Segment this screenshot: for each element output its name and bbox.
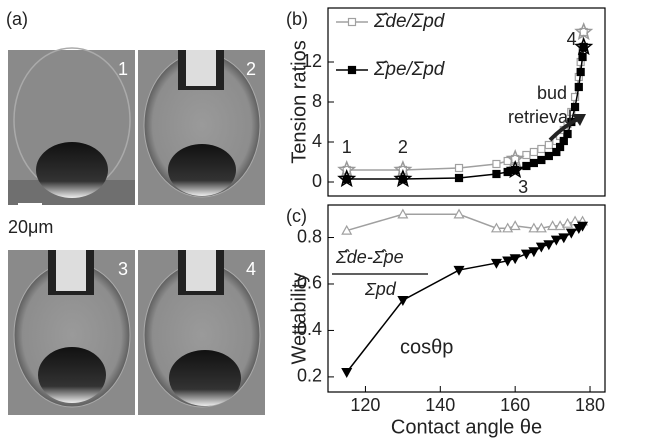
star-marker <box>505 159 525 179</box>
point <box>492 169 501 179</box>
y-tick-label: 0.2 <box>297 366 322 386</box>
point <box>537 155 546 165</box>
legend-marker <box>347 17 357 27</box>
legend-marker <box>347 65 357 75</box>
image-number: 1 <box>118 59 128 79</box>
point <box>490 222 502 233</box>
point <box>502 256 514 267</box>
micrograph-2 <box>138 50 265 205</box>
point <box>528 222 540 233</box>
annotation: Σ̂de-Σ̂pe <box>335 247 404 267</box>
point <box>550 235 562 246</box>
point <box>570 102 580 112</box>
point <box>559 136 568 146</box>
star-marker <box>393 168 413 188</box>
y-tick-label: 4 <box>312 131 322 151</box>
image-number: 2 <box>246 59 256 79</box>
legend-label: Σ̂pe/Σpd <box>373 59 446 80</box>
point <box>454 163 464 173</box>
point <box>529 158 538 168</box>
point <box>558 233 570 244</box>
y-tick-label: 12 <box>302 51 322 71</box>
point <box>544 140 553 150</box>
point <box>454 173 464 183</box>
point <box>577 221 589 232</box>
point <box>535 222 547 233</box>
point <box>492 159 501 169</box>
point <box>547 220 559 231</box>
annotation: bud <box>537 83 567 103</box>
point <box>453 265 465 276</box>
y-tick-label: 0 <box>312 171 322 191</box>
point <box>574 82 583 92</box>
micrograph-3 <box>8 250 135 415</box>
image-number: 3 <box>118 259 128 279</box>
x-tick-label: 180 <box>575 395 605 415</box>
y-axis-label: Tension ratios <box>288 40 310 163</box>
x-tick-label: 120 <box>350 395 380 415</box>
arrow-head <box>572 114 586 126</box>
point <box>490 258 502 269</box>
y-tick-label: 0.4 <box>297 319 322 339</box>
point <box>341 368 353 378</box>
star-marker <box>574 21 594 41</box>
point <box>535 242 547 253</box>
point <box>453 208 465 219</box>
annotation: cosθp <box>400 336 453 358</box>
panel-label: (a) <box>6 9 28 29</box>
annotation: retrieval <box>508 107 572 127</box>
point <box>341 224 353 235</box>
point <box>509 220 521 231</box>
point <box>520 249 532 260</box>
point <box>544 151 553 161</box>
star-marker <box>337 168 357 188</box>
annotation: 2 <box>398 137 408 157</box>
plot-frame <box>327 204 606 393</box>
series-line <box>346 213 583 232</box>
scale-bar <box>18 203 42 207</box>
point <box>529 147 538 157</box>
y-axis-label: Wettability <box>288 273 310 365</box>
point <box>397 208 409 219</box>
point <box>543 240 555 251</box>
point <box>576 67 585 77</box>
star-marker <box>337 159 357 179</box>
x-axis-label: Contact angle θe <box>391 416 542 438</box>
point <box>522 161 531 171</box>
point <box>397 296 409 306</box>
point <box>570 92 580 102</box>
annotation: 4 <box>567 29 577 49</box>
x-tick-label: 160 <box>500 395 530 415</box>
legend-label: Σ̂de/Σpd <box>373 11 446 32</box>
micrograph-4 <box>138 250 265 415</box>
y-tick-label: 0.8 <box>297 226 322 246</box>
y-tick-label: 8 <box>312 91 322 111</box>
point <box>522 150 531 160</box>
panel-label: (c) <box>286 206 307 226</box>
point <box>537 144 546 154</box>
scale-label: 20μm <box>8 217 53 237</box>
point <box>578 52 587 62</box>
x-tick-label: 140 <box>425 395 455 415</box>
y-tick-label: 0.6 <box>297 273 322 293</box>
annotation: 1 <box>342 137 352 157</box>
micrograph-1 <box>8 47 135 205</box>
point <box>563 129 572 139</box>
image-number: 4 <box>246 259 256 279</box>
annotation: Σpd <box>364 279 397 299</box>
star-marker <box>393 159 413 179</box>
point <box>528 247 540 258</box>
point <box>509 254 521 265</box>
panel-label: (b) <box>286 9 308 29</box>
annotation: 3 <box>518 177 528 197</box>
point <box>565 228 577 239</box>
star-marker <box>574 36 594 56</box>
